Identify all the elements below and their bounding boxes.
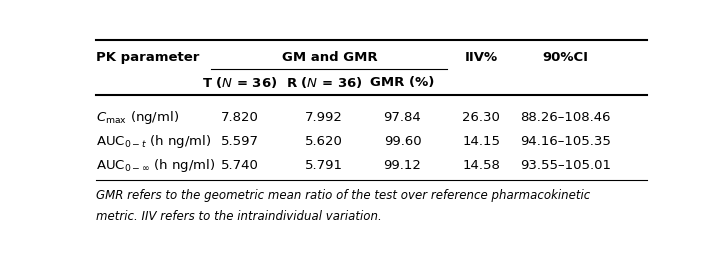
Text: 88.26–108.46: 88.26–108.46 [520, 111, 610, 124]
Text: 5.597: 5.597 [220, 135, 259, 148]
Text: 93.55–105.01: 93.55–105.01 [520, 159, 611, 172]
Text: 5.620: 5.620 [305, 135, 343, 148]
Text: T ($\mathit{N}$ = 36): T ($\mathit{N}$ = 36) [202, 75, 277, 90]
Text: 94.16–105.35: 94.16–105.35 [520, 135, 611, 148]
Text: R ($\mathit{N}$ = 36): R ($\mathit{N}$ = 36) [286, 75, 362, 90]
Text: 5.791: 5.791 [304, 159, 343, 172]
Text: 7.820: 7.820 [220, 111, 258, 124]
Text: 5.740: 5.740 [220, 159, 258, 172]
Text: GM and GMR: GM and GMR [281, 51, 377, 64]
Text: metric. IIV refers to the intraindividual variation.: metric. IIV refers to the intraindividua… [96, 209, 382, 223]
Text: GMR refers to the geometric mean ratio of the test over reference pharmacokineti: GMR refers to the geometric mean ratio o… [96, 189, 590, 202]
Text: PK parameter: PK parameter [96, 51, 199, 64]
Text: AUC$_{0-\infty}$ (h ng/ml): AUC$_{0-\infty}$ (h ng/ml) [96, 157, 215, 174]
Text: 14.15: 14.15 [462, 135, 500, 148]
Text: IIV%: IIV% [465, 51, 497, 64]
Text: $C_{\mathrm{max}}$ (ng/ml): $C_{\mathrm{max}}$ (ng/ml) [96, 109, 179, 126]
Text: 99.12: 99.12 [384, 159, 421, 172]
Text: GMR (%): GMR (%) [370, 76, 435, 89]
Text: 99.60: 99.60 [384, 135, 421, 148]
Text: 7.992: 7.992 [305, 111, 343, 124]
Text: AUC$_{0-t}$ (h ng/ml): AUC$_{0-t}$ (h ng/ml) [96, 133, 212, 150]
Text: 90%CI: 90%CI [542, 51, 589, 64]
Text: 97.84: 97.84 [384, 111, 421, 124]
Text: 14.58: 14.58 [463, 159, 500, 172]
Text: 26.30: 26.30 [463, 111, 500, 124]
